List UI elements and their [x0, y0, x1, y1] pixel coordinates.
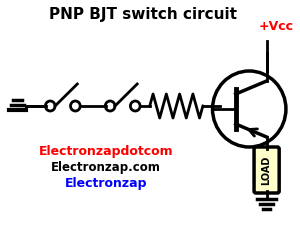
Text: Electronzap.com: Electronzap.com: [51, 161, 161, 175]
Text: PNP BJT switch circuit: PNP BJT switch circuit: [49, 7, 237, 22]
Text: +Vcc: +Vcc: [259, 21, 294, 33]
FancyBboxPatch shape: [254, 147, 279, 193]
Text: Electronzapdotcom: Electronzapdotcom: [39, 146, 174, 158]
Text: Electronzap: Electronzap: [65, 176, 148, 190]
Text: LOAD: LOAD: [262, 155, 272, 185]
